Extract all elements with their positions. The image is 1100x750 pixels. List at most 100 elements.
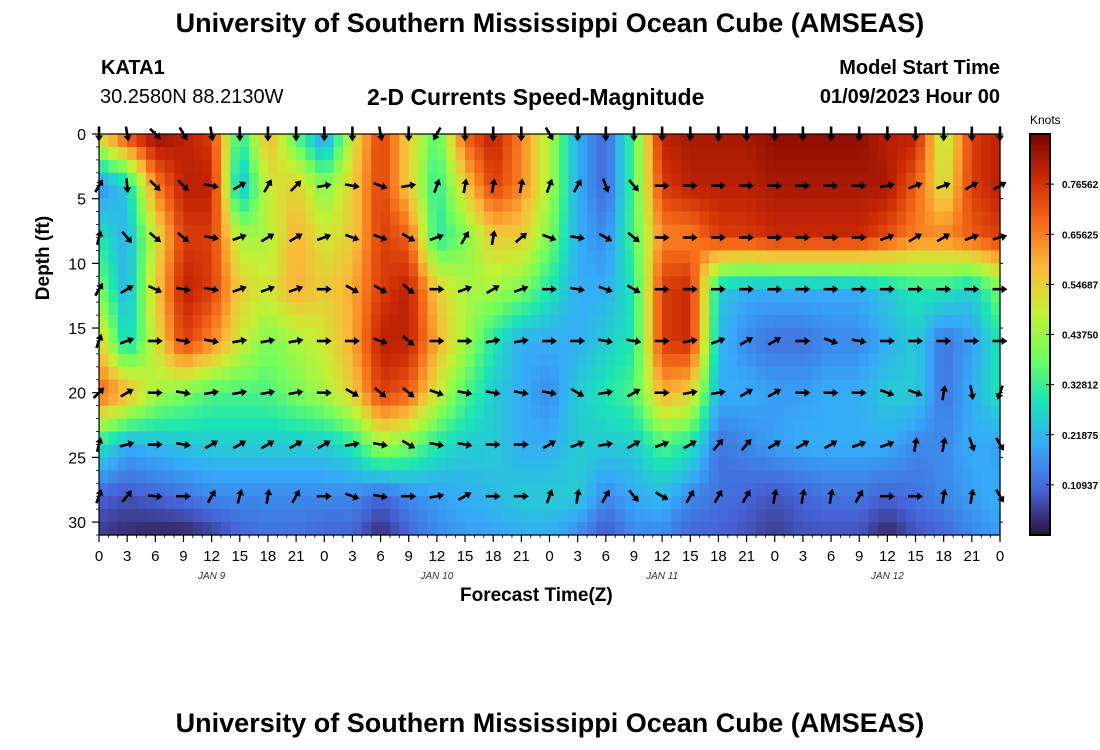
heatmap-cell [277,457,288,471]
heatmap-cell [258,315,269,329]
heatmap-cell [746,496,757,510]
heatmap-cell [530,315,541,329]
heatmap-cell [877,263,888,277]
heatmap-cell [117,172,128,187]
heatmap-cell [352,289,363,303]
heatmap-cell [652,444,663,458]
heatmap-cell [737,289,748,303]
heatmap-cell [239,198,250,213]
heatmap-cell [408,379,419,394]
current-vector [149,179,161,191]
day-label: JAN 11 [645,571,678,582]
heatmap-cell [633,496,644,510]
heatmap-cell [549,172,560,187]
heatmap-cell [934,302,945,316]
heatmap-cell [915,315,926,329]
heatmap-cell [127,483,138,497]
heatmap-cell [671,483,682,497]
heatmap-cell [221,392,231,407]
current-vector [429,337,445,345]
heatmap-cell [709,224,720,239]
current-vector [654,337,670,345]
heatmap-cell [446,159,457,174]
heatmap-cell [934,172,945,187]
heatmap-cell [155,483,166,497]
heatmap-cell [831,405,842,420]
current-vector [710,388,726,397]
heatmap-cell [314,379,325,394]
heatmap-cell [709,496,720,510]
heatmap-cell [943,250,954,264]
heatmap-cell [831,237,842,252]
heatmap-cell [530,289,541,303]
heatmap-cell [333,470,344,484]
heatmap-cell [596,134,607,148]
heatmap-cell [474,431,485,446]
heatmap-cell [990,328,1001,342]
heatmap-cell [793,496,804,510]
heatmap-cell [971,146,982,161]
heatmap-cell [371,172,382,187]
heatmap-cell [530,250,541,264]
heatmap-cell [587,444,598,458]
heatmap-cell [127,340,138,355]
heatmap-cell [737,496,748,510]
current-vector [203,233,219,242]
heatmap-cell [558,172,569,187]
heatmap-cell [361,302,372,316]
heatmap-cell [418,509,429,523]
heatmap-cell [981,418,992,433]
heatmap-cell [343,328,354,342]
heatmap-cell [877,315,888,329]
heatmap-cell [258,289,269,303]
heatmap-cell [389,315,400,329]
heatmap-cell [746,483,757,497]
heatmap-cell [662,431,673,446]
heatmap-cell [849,237,860,252]
heatmap-cell [624,250,635,264]
heatmap-cell [587,431,598,446]
heatmap-cell [746,522,757,536]
heatmap-cell [418,289,429,303]
heatmap-cell [859,431,870,446]
heatmap-cell [530,431,541,446]
heatmap-cell [380,509,391,523]
heatmap-cell [239,146,250,161]
heatmap-cell [418,328,429,342]
heatmap-cell [418,185,429,200]
heatmap-cell [211,431,222,446]
heatmap-cell [784,379,795,394]
heatmap-cell [812,418,823,433]
heatmap-cell [145,302,156,316]
heatmap-cell [633,302,644,316]
heatmap-cell [793,289,804,303]
heatmap-cell [314,366,325,381]
heatmap-cell [877,470,888,484]
current-vector [457,389,473,397]
heatmap-cell [502,340,513,355]
heatmap-cell [183,392,194,407]
heatmap-cell [474,483,485,497]
heatmap-cell [305,366,316,381]
heatmap-cell [737,328,748,342]
heatmap-cell [868,431,879,446]
current-vector [851,337,867,346]
current-vector [260,233,275,243]
heatmap-cell [361,134,372,148]
heatmap-cell [483,340,494,355]
heatmap-cell [99,353,109,368]
heatmap-cell [737,340,748,355]
heatmap-cell [436,353,447,368]
heatmap-cell [324,522,335,536]
heatmap-cell [924,366,935,381]
heatmap-cell [127,146,138,161]
heatmap-cell [427,185,438,200]
heatmap-cell [868,224,879,239]
heatmap-cell [258,457,269,471]
heatmap-cell [136,224,147,239]
heatmap-cell [831,392,842,407]
heatmap-cell [765,353,776,368]
heatmap-cell [521,509,532,523]
heatmap-cell [117,353,128,368]
heatmap-cell [455,250,466,264]
